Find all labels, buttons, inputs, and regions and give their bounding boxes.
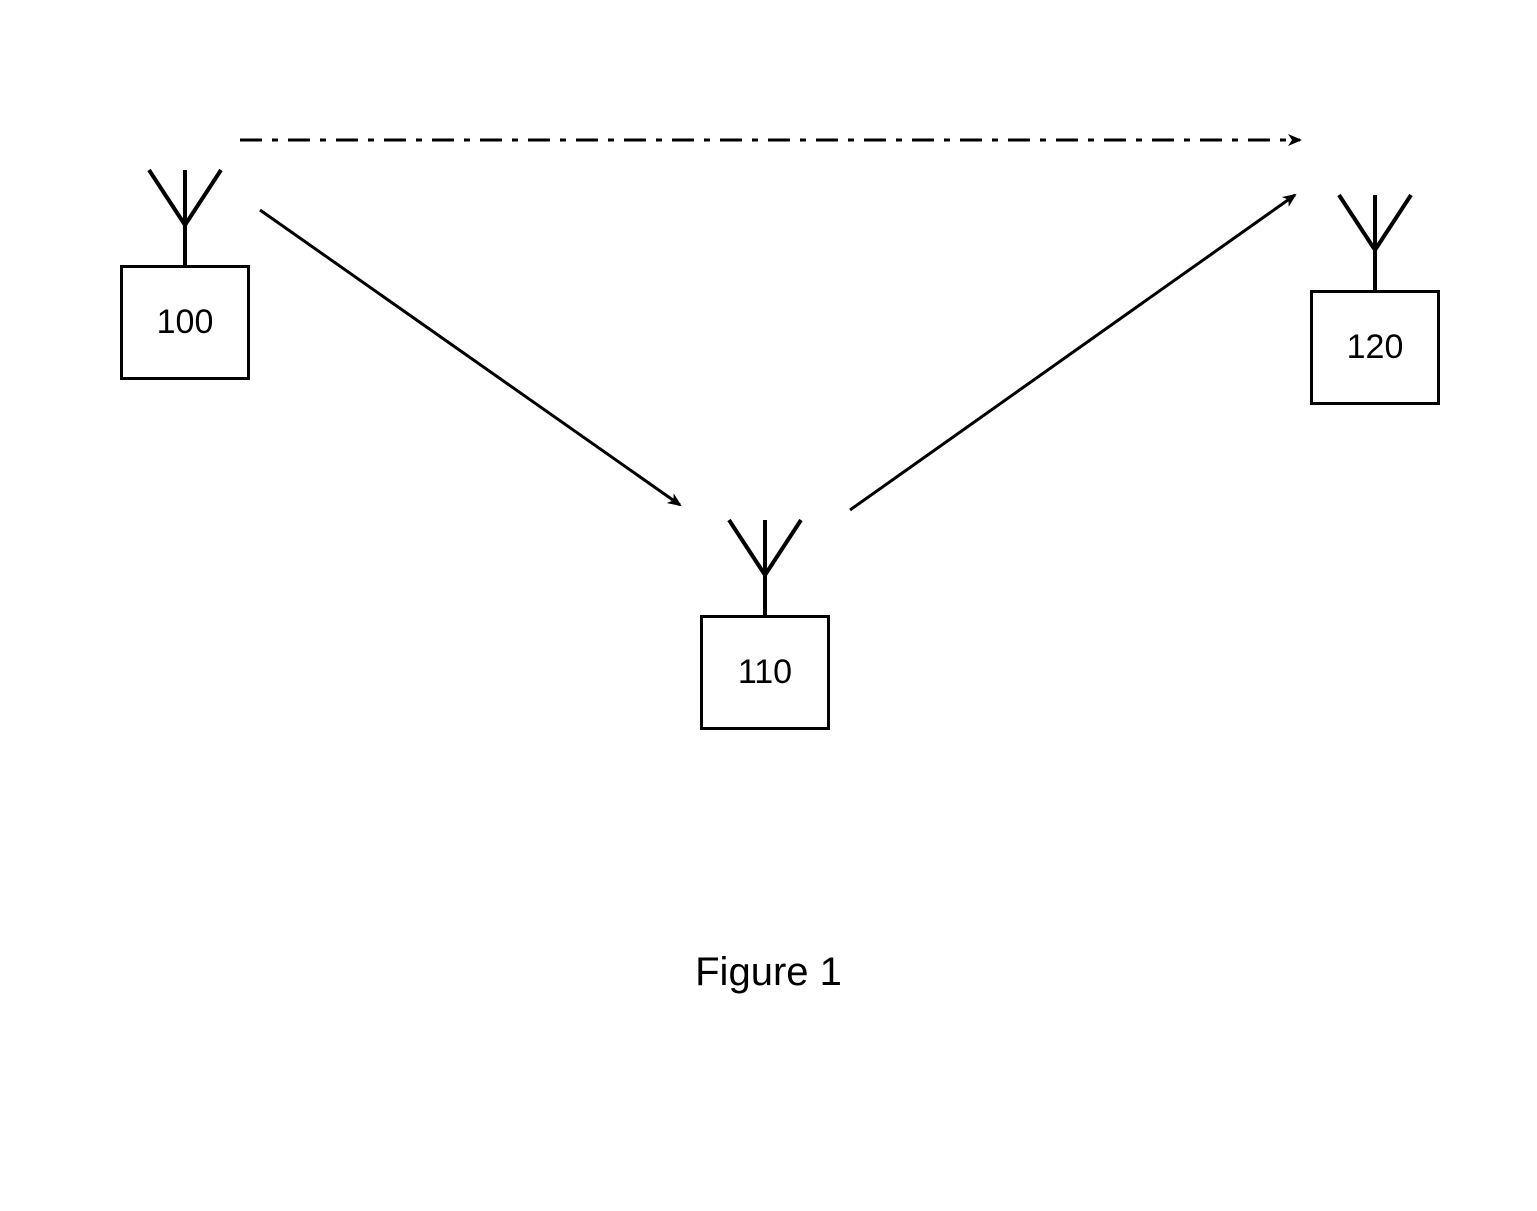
- node-label: 120: [1347, 328, 1404, 367]
- edges-layer: [0, 0, 1537, 1211]
- antenna-icon: [149, 170, 221, 265]
- edge-e_up: [850, 195, 1295, 510]
- node-label: 100: [157, 303, 214, 342]
- node-label: 110: [738, 653, 792, 692]
- antenna-icon: [729, 520, 801, 615]
- edge-e_down: [260, 210, 680, 505]
- node-110: 110: [700, 615, 830, 730]
- node-100: 100: [120, 265, 250, 380]
- antenna-icon: [1339, 195, 1411, 290]
- figure-caption: Figure 1: [0, 950, 1537, 995]
- node-120: 120: [1310, 290, 1440, 405]
- diagram-canvas: Figure 1 100 110 120: [0, 0, 1537, 1211]
